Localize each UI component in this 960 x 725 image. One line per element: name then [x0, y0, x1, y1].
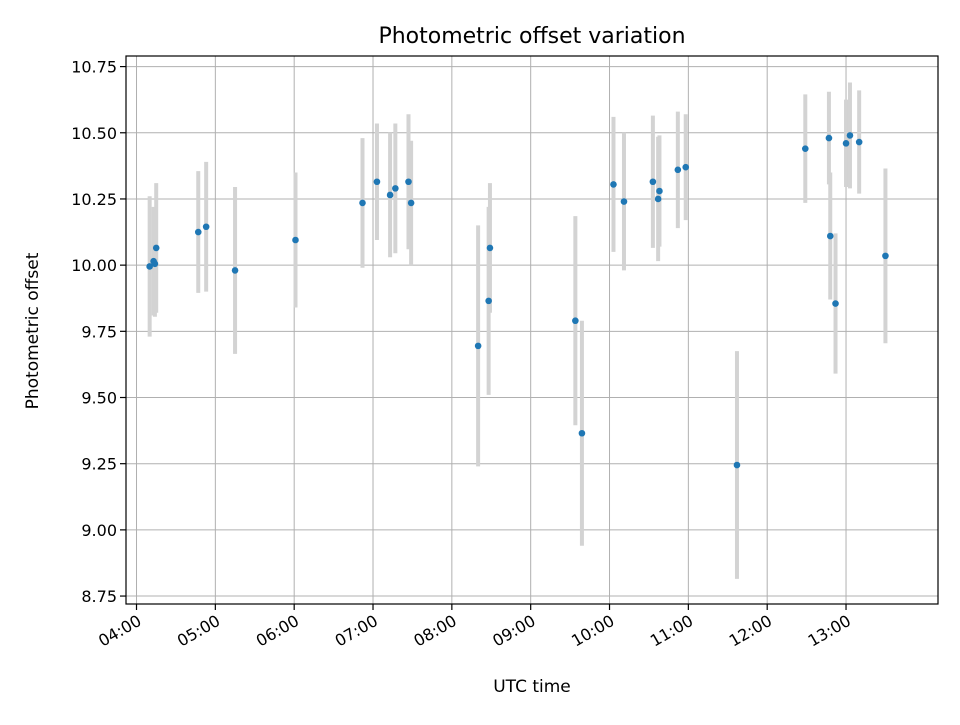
- grid: [126, 56, 938, 604]
- data-point: [386, 191, 394, 199]
- x-tick-label: 09:00: [489, 611, 538, 651]
- x-tick-label: 10:00: [568, 611, 617, 651]
- y-tick-label: 10.00: [71, 256, 117, 275]
- data-point: [654, 195, 662, 203]
- data-point: [486, 244, 494, 252]
- chart-title: Photometric offset variation: [378, 24, 685, 49]
- data-point: [656, 187, 663, 195]
- y-tick-label: 9.00: [81, 521, 117, 540]
- y-tick-label: 9.75: [81, 322, 117, 341]
- data-point: [846, 132, 854, 139]
- data-point: [231, 267, 239, 274]
- data-point: [407, 199, 415, 207]
- data-point: [855, 138, 863, 146]
- y-tick-label: 9.25: [81, 455, 117, 474]
- data-point: [801, 145, 809, 152]
- x-tick-label: 04:00: [95, 611, 144, 651]
- data-point: [359, 199, 366, 207]
- data-point: [405, 178, 412, 186]
- data-point: [620, 198, 628, 205]
- data-point: [832, 300, 839, 307]
- y-tick-label: 10.75: [71, 58, 117, 77]
- y-tick-label: 9.50: [81, 389, 117, 408]
- data-point: [292, 236, 299, 244]
- y-axis-label: Photometric offset: [23, 252, 43, 409]
- x-axis-label: UTC time: [493, 677, 571, 697]
- data-point: [578, 429, 586, 437]
- data-point: [373, 178, 381, 186]
- x-tick-label: 12:00: [726, 611, 775, 651]
- data-point: [572, 317, 579, 325]
- data-point: [485, 297, 492, 305]
- data-point: [825, 134, 833, 142]
- data-point: [610, 181, 617, 188]
- y-tick-label: 8.75: [81, 587, 117, 606]
- data-point: [826, 232, 834, 240]
- x-tick-label: 07:00: [332, 611, 381, 651]
- data-point: [733, 461, 741, 469]
- data-point: [194, 228, 202, 236]
- plot-frame: [125, 55, 939, 605]
- data-points: [146, 132, 889, 469]
- x-tick-label: 08:00: [410, 611, 459, 651]
- x-tick-label: 11:00: [647, 611, 696, 651]
- data-point: [674, 166, 682, 174]
- data-point: [392, 185, 399, 192]
- data-point: [649, 178, 657, 186]
- x-tick-label: 05:00: [174, 611, 223, 651]
- data-point: [152, 244, 160, 252]
- data-point: [151, 260, 159, 268]
- data-point: [682, 163, 690, 171]
- x-tick-label: 13:00: [805, 611, 854, 651]
- data-point: [842, 140, 850, 147]
- y-tick-label: 10.25: [71, 190, 117, 209]
- x-tick-label: 06:00: [253, 611, 302, 651]
- data-point: [202, 223, 210, 231]
- data-point: [474, 342, 482, 350]
- data-point: [146, 263, 153, 270]
- data-point: [882, 252, 889, 260]
- error-bars: [147, 82, 888, 579]
- y-tick-label: 10.50: [71, 124, 117, 143]
